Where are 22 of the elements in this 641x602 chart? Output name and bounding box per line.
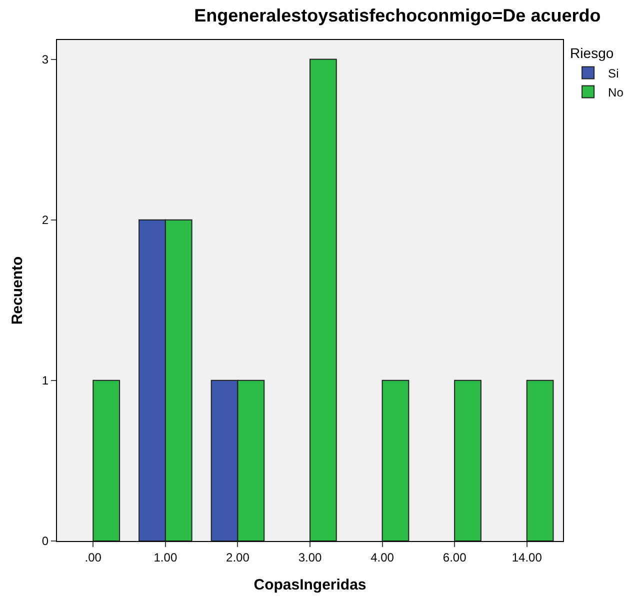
bar: [310, 58, 337, 541]
legend-title: Riesgo: [570, 45, 614, 62]
legend-label: No: [608, 85, 624, 100]
bar: [382, 380, 410, 541]
bar: [92, 380, 120, 541]
x-tick-label: .00: [84, 550, 102, 564]
y-tick-label: 1: [42, 374, 49, 388]
x-tick-label: 6.00: [442, 550, 467, 564]
bar: [454, 380, 482, 541]
x-tick-label: 3.00: [298, 550, 322, 564]
x-tick-label: 1.00: [154, 550, 178, 564]
y-axis-title: Recuento: [9, 256, 26, 325]
y-tick-label: 2: [42, 213, 49, 228]
chart-title: Engeneralestoysatisfechoconmigo=De acuerdo: [194, 6, 601, 26]
x-tick-label: 4.00: [370, 550, 394, 564]
y-tick-label: 3: [42, 52, 49, 66]
x-tick-label: 14.00: [512, 550, 542, 564]
x-axis-title: CopasIngeridas: [254, 576, 366, 594]
bar: [526, 380, 554, 541]
legend-label: Si: [608, 66, 619, 80]
x-tick-label: 2.00: [226, 550, 250, 564]
y-tick-label: 0: [42, 534, 49, 548]
